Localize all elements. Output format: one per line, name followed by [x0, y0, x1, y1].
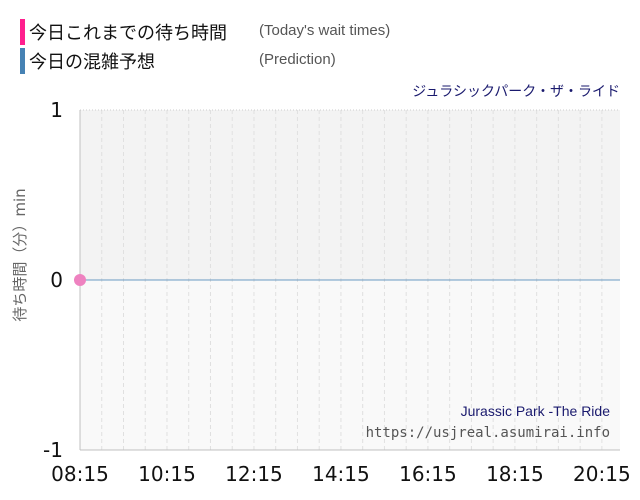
legend-swatch-prediction: [20, 48, 25, 74]
y-tick-label: -1: [43, 438, 63, 462]
legend-label-prediction-en: (Prediction): [259, 51, 336, 68]
x-tick-label: 12:15: [225, 462, 283, 486]
plot-bg-lower: [80, 280, 620, 450]
x-tick-label: 08:15: [51, 462, 109, 486]
x-tick-label: 10:15: [138, 462, 196, 486]
y-tick-labels: 1 0 -1: [43, 98, 63, 462]
legend-swatch-actual: [20, 19, 25, 45]
x-tick-label: 18:15: [486, 462, 544, 486]
y-axis-label: 待ち時間（分）min: [11, 188, 29, 321]
x-tick-label: 16:15: [399, 462, 457, 486]
y-tick-label: 0: [50, 268, 63, 292]
x-tick-labels: 08:15 10:15 12:15 14:15 16:15 18:15 20:15: [51, 462, 631, 486]
watermark-url: https://usjreal.asumirai.info: [366, 425, 610, 441]
series-layer: [74, 274, 620, 286]
chart-title: ジュラシックパーク・ザ・ライド: [412, 84, 620, 100]
legend-item-prediction: 今日の混雑予想: [20, 48, 155, 74]
legend-item-actual: 今日これまでの待ち時間: [20, 19, 227, 45]
legend-label-prediction: 今日の混雑予想: [29, 52, 155, 73]
x-tick-label: 20:15: [573, 462, 631, 486]
actual-wait-point: [74, 274, 86, 286]
legend-label-actual: 今日これまでの待ち時間: [29, 23, 227, 44]
y-tick-label: 1: [50, 98, 63, 122]
watermark-ride-name: Jurassic Park -The Ride: [461, 403, 611, 419]
legend-label-actual-en: (Today's wait times): [259, 22, 391, 39]
x-tick-label: 14:15: [312, 462, 370, 486]
plot-bg-upper: [80, 110, 620, 280]
plot-background: [80, 110, 620, 450]
